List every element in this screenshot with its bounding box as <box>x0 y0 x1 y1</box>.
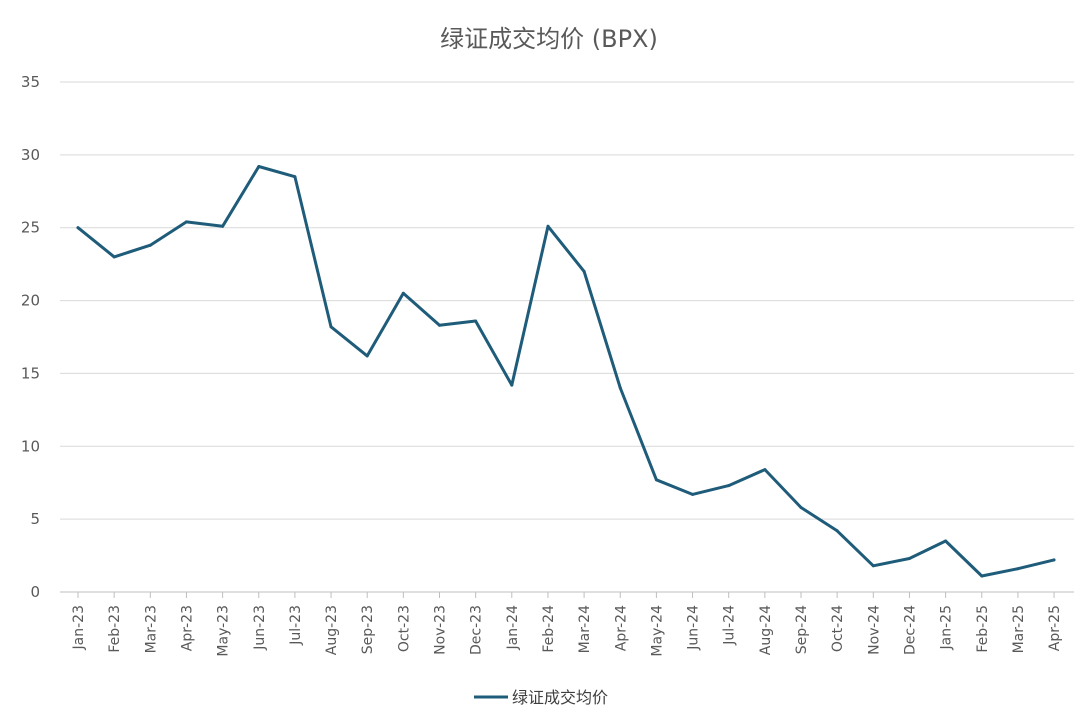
x-tick-label: Apr-25 <box>1047 605 1063 651</box>
series-layer <box>76 165 1056 578</box>
x-tick-label: Jun-24 <box>686 605 702 651</box>
data-point <box>184 220 188 224</box>
data-point <box>1052 558 1056 562</box>
data-point <box>727 484 731 488</box>
chart-title: 绿证成交均价 (BPX) <box>440 25 658 53</box>
data-point <box>221 224 225 228</box>
data-point <box>510 383 514 387</box>
x-tick-label: Jan-24 <box>505 605 521 651</box>
x-tick-label: Jan-23 <box>71 605 87 650</box>
y-tick-label: 15 <box>21 364 40 382</box>
grid <box>60 81 1074 593</box>
x-tick-label: Sep-24 <box>794 605 810 654</box>
x-tick-label: Feb-23 <box>107 605 123 653</box>
x-tick-label: May-23 <box>216 605 232 657</box>
y-tick-label: 10 <box>21 437 40 455</box>
x-tick-label: Jun-23 <box>252 605 268 651</box>
y-axis-ticks: 0 5 10 15 20 25 30 35 <box>21 73 40 601</box>
data-point <box>691 492 694 496</box>
data-point <box>944 539 948 543</box>
x-tick-label: Nov-24 <box>866 605 882 655</box>
data-point <box>365 354 369 358</box>
x-tick-label: Mar-25 <box>1011 605 1027 653</box>
data-point <box>582 269 586 273</box>
x-tick-label: Oct-24 <box>830 605 846 652</box>
data-point <box>835 529 839 533</box>
data-point <box>799 506 803 509</box>
data-point <box>401 291 405 295</box>
data-point <box>763 468 767 472</box>
data-point <box>329 325 333 329</box>
data-point <box>1016 567 1020 571</box>
y-tick-label: 0 <box>30 583 40 601</box>
x-tick-label: Dec-23 <box>469 605 485 655</box>
x-tick-label: Oct-23 <box>396 605 412 652</box>
legend: 绿证成交均价 <box>474 688 608 707</box>
x-tick-label: May-24 <box>649 605 665 657</box>
data-point <box>112 255 116 259</box>
x-tick-label: Apr-23 <box>179 605 195 651</box>
data-point <box>474 319 478 323</box>
data-point <box>980 574 984 578</box>
x-tick-label: Sep-23 <box>360 605 376 654</box>
y-tick-label: 35 <box>21 73 40 91</box>
data-point <box>293 175 297 179</box>
x-axis-ticks: Jan-23 Feb-23 Mar-23 Apr-23 May-23 Jun-23 Jul-… <box>71 592 1063 657</box>
x-tick-label: Feb-25 <box>975 605 991 653</box>
data-point <box>871 564 875 568</box>
data-point <box>546 224 550 228</box>
series-line <box>76 165 1056 578</box>
y-tick-label: 5 <box>30 510 40 528</box>
x-tick-label: Jul-24 <box>722 605 738 646</box>
data-point <box>148 243 152 247</box>
x-tick-label: Mar-23 <box>143 605 159 653</box>
y-tick-label: 20 <box>21 292 40 310</box>
y-tick-label: 25 <box>21 219 40 237</box>
x-tick-label: Jul-23 <box>288 605 304 646</box>
data-point <box>907 557 911 560</box>
x-tick-label: Nov-23 <box>433 605 449 655</box>
legend-label: 绿证成交均价 <box>512 688 608 707</box>
data-point <box>76 226 80 230</box>
data-point <box>654 478 658 482</box>
data-point <box>618 386 622 390</box>
x-tick-label: Jan-25 <box>939 605 955 650</box>
x-tick-label: Aug-23 <box>324 605 340 655</box>
x-tick-label: Mar-24 <box>577 605 593 653</box>
y-tick-label: 30 <box>21 146 40 164</box>
data-point <box>257 165 261 168</box>
data-point <box>438 323 441 327</box>
x-tick-label: Aug-24 <box>758 605 774 655</box>
x-tick-label: Dec-24 <box>902 605 918 655</box>
x-tick-label: Feb-24 <box>541 605 557 653</box>
x-tick-label: Apr-24 <box>613 605 629 651</box>
